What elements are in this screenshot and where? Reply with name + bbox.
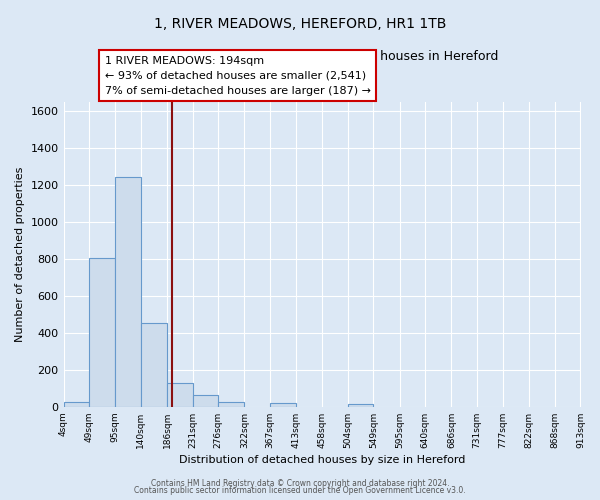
Bar <box>141 322 167 407</box>
X-axis label: Distribution of detached houses by size in Hereford: Distribution of detached houses by size … <box>179 455 465 465</box>
Text: Contains HM Land Registry data © Crown copyright and database right 2024.: Contains HM Land Registry data © Crown c… <box>151 478 449 488</box>
Bar <box>89 258 115 407</box>
Title: Size of property relative to detached houses in Hereford: Size of property relative to detached ho… <box>146 50 498 63</box>
Text: 1, RIVER MEADOWS, HEREFORD, HR1 1TB: 1, RIVER MEADOWS, HEREFORD, HR1 1TB <box>154 18 446 32</box>
Text: Contains public sector information licensed under the Open Government Licence v3: Contains public sector information licen… <box>134 486 466 495</box>
Text: 1 RIVER MEADOWS: 194sqm
← 93% of detached houses are smaller (2,541)
7% of semi-: 1 RIVER MEADOWS: 194sqm ← 93% of detache… <box>105 56 371 96</box>
Bar <box>218 402 244 407</box>
Bar <box>348 404 373 407</box>
Bar <box>193 395 218 407</box>
Bar <box>270 403 296 407</box>
Y-axis label: Number of detached properties: Number of detached properties <box>15 166 25 342</box>
Bar <box>64 402 89 407</box>
Bar <box>115 178 141 407</box>
Bar <box>167 383 193 407</box>
